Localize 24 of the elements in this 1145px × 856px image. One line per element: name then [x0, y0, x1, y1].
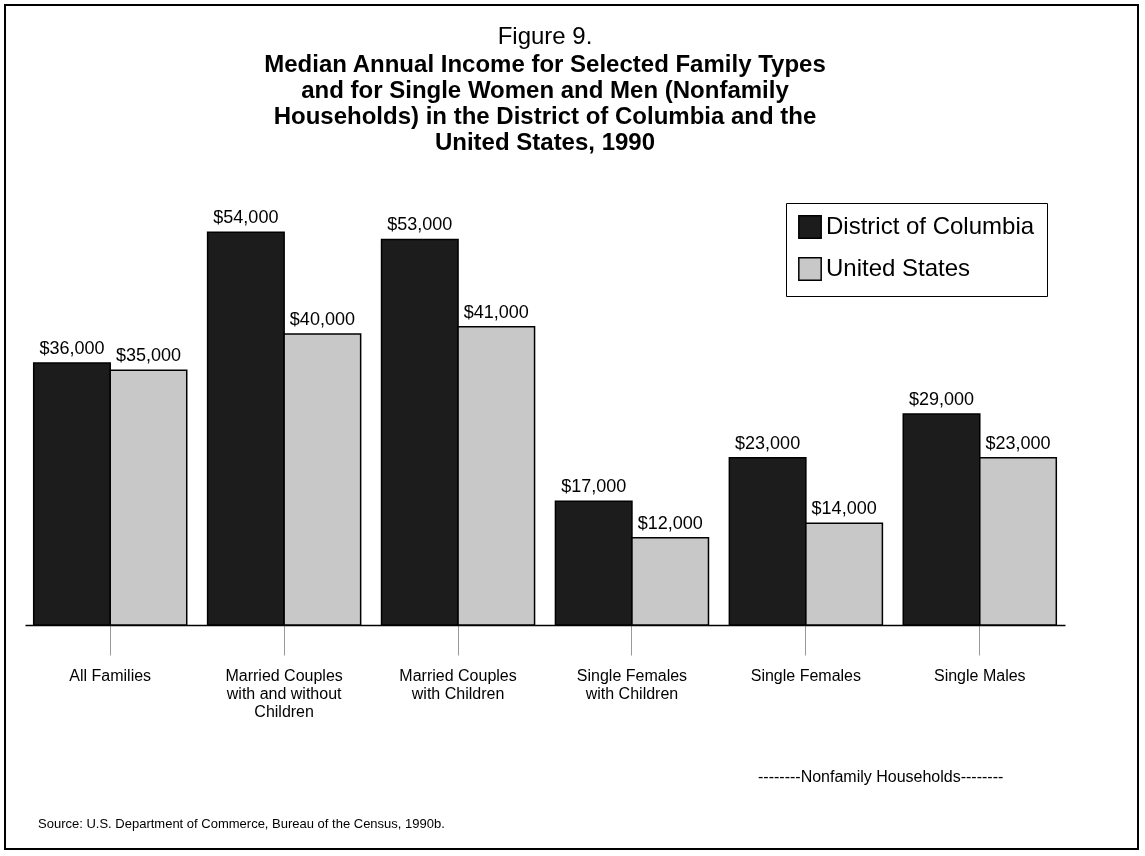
data-label: $53,000 — [387, 214, 453, 235]
source-note: Source: U.S. Department of Commerce, Bureau of the Census, 1990b. — [38, 816, 445, 831]
data-label: $40,000 — [289, 308, 355, 329]
data-label: $23,000 — [735, 432, 801, 453]
data-label: $36,000 — [39, 338, 105, 359]
x-tick-label: Single Males — [933, 666, 1026, 684]
data-label: $23,000 — [985, 432, 1051, 453]
chart-subtitle: Median Annual Income for Selected Family Types and for Single Women and Men (Nonfamily Households) in the District of Columbia and the United States, 1990 — [264, 50, 826, 155]
chart-title: Figure 9. — [497, 22, 593, 49]
data-label: $41,000 — [463, 301, 529, 322]
legend-label: District of Columbia — [826, 212, 1035, 239]
x-tick-label: Single Females — [750, 666, 862, 684]
x-tick-label: All Families — [69, 666, 152, 684]
data-label: $35,000 — [115, 345, 182, 366]
text: --------Nonfamily Households-------- — [758, 768, 1004, 786]
data-label: $17,000 — [561, 476, 627, 497]
data-label: $12,000 — [637, 512, 703, 533]
x-tick-label: Married Couples with and without Children — [225, 666, 343, 720]
data-label: $54,000 — [213, 207, 279, 228]
data-label: $29,000 — [908, 389, 975, 410]
legend-label: United States — [826, 254, 971, 281]
data-label: $14,000 — [811, 498, 877, 519]
x-tick-label: Single Females with Children — [576, 666, 688, 702]
x-tick-label: Married Couples with Children — [399, 666, 517, 702]
